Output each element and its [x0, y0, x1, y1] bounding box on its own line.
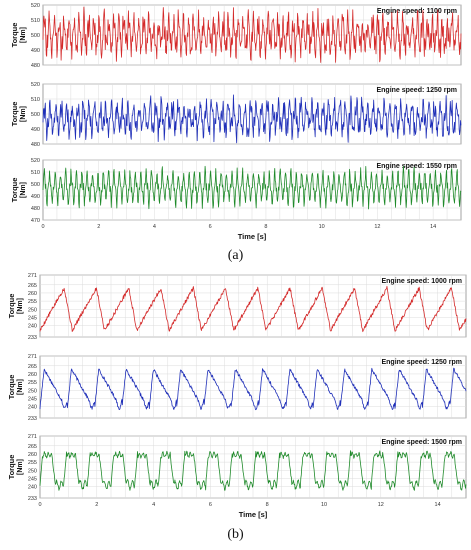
y-tick-label: 480	[31, 206, 40, 212]
series-line	[42, 6, 462, 63]
y-tick-label: 233	[28, 416, 37, 422]
y-tick-label: 245	[28, 476, 37, 482]
engine-speed-annotation: Engine speed: 1250 rpm	[381, 359, 462, 366]
x-tick-label: 10	[321, 502, 327, 508]
y-axis-label: Torque	[10, 178, 19, 203]
y-tick-label: 233	[28, 496, 37, 502]
x-tick-label: 4	[152, 502, 155, 508]
y-axis-label-unit: [Nm]	[20, 27, 27, 43]
y-tick-label: 250	[28, 388, 37, 394]
y-tick-label: 510	[31, 97, 40, 103]
y-tick-label: 500	[31, 33, 40, 39]
chart-panel-a2: 480 490 500 510 520 Torque [Nm] Engine speed: 1…	[10, 82, 462, 148]
y-tick-label: 240	[28, 324, 37, 330]
y-tick-label: 480	[31, 142, 40, 148]
y-tick-label: 265	[28, 364, 37, 370]
y-tick-label: 271	[28, 354, 37, 360]
y-axis-label: Torque	[7, 294, 16, 319]
x-tick-label: 2	[95, 502, 98, 508]
y-tick-label: 240	[28, 485, 37, 491]
series-line	[39, 285, 467, 333]
chart-panel-b3: 233 240 245 250 255 260 265 271 0 2 4 6 8 10 12 14 Time …	[7, 434, 467, 519]
y-axis-label-unit: [Nm]	[17, 298, 24, 314]
y-tick-label: 245	[28, 315, 37, 321]
x-tick-label: 14	[435, 502, 441, 508]
y-tick-label: 510	[31, 170, 40, 176]
engine-speed-annotation: Engine speed: 1000 rpm	[381, 278, 462, 285]
chart-panel-b2: 233 240 245 250 255 260 265 271 Torque [Nm] Engine…	[7, 354, 467, 422]
x-tick-label: 0	[41, 224, 44, 230]
y-tick-label: 520	[31, 158, 40, 164]
y-axis-label-unit: [Nm]	[20, 182, 27, 198]
caption-a: (a)	[227, 248, 244, 263]
y-tick-label: 490	[31, 48, 40, 54]
engine-speed-annotation: Engine speed: 1550 rpm	[376, 163, 457, 170]
series-line	[39, 450, 467, 491]
y-tick-label: 520	[31, 82, 40, 88]
x-tick-label: 6	[209, 502, 212, 508]
x-tick-label: 10	[319, 224, 325, 230]
y-tick-label: 490	[31, 194, 40, 200]
chart-panel-b1: 233 240 245 250 255 260 265 271 Torque [Nm] Engine…	[7, 273, 467, 341]
y-tick-label: 510	[31, 18, 40, 24]
x-tick-label: 4	[153, 224, 156, 230]
chart-panel-a3: 470 480 490 500 510 520 0 2 4 6 8 10 12 14 Time [s] Tor…	[10, 158, 462, 241]
x-tick-label: 8	[266, 502, 269, 508]
y-tick-label: 271	[28, 434, 37, 440]
x-tick-label: 12	[374, 224, 380, 230]
y-tick-label: 520	[31, 3, 40, 9]
series-line	[42, 165, 462, 210]
y-tick-label: 500	[31, 182, 40, 188]
y-tick-label: 240	[28, 405, 37, 411]
y-tick-label: 271	[28, 273, 37, 279]
y-tick-label: 255	[28, 380, 37, 386]
y-tick-label: 255	[28, 460, 37, 466]
y-tick-label: 260	[28, 452, 37, 458]
y-tick-label: 250	[28, 468, 37, 474]
x-tick-label: 14	[430, 224, 436, 230]
y-tick-label: 233	[28, 335, 37, 341]
caption-b: (b)	[227, 527, 244, 542]
y-tick-label: 500	[31, 112, 40, 118]
y-axis-label: Torque	[7, 375, 16, 400]
y-tick-label: 255	[28, 299, 37, 305]
y-axis-label-unit: [Nm]	[17, 379, 24, 395]
y-axis-label: Torque	[10, 23, 19, 48]
x-axis-label: Time [s]	[239, 510, 268, 519]
x-tick-label: 2	[97, 224, 100, 230]
y-tick-label: 490	[31, 127, 40, 133]
y-tick-label: 480	[31, 63, 40, 69]
y-axis-label: Torque	[10, 102, 19, 127]
y-axis-label-unit: [Nm]	[20, 106, 27, 122]
engine-speed-annotation: Engine speed: 1500 rpm	[381, 439, 462, 446]
series-line	[39, 367, 467, 411]
y-tick-label: 265	[28, 444, 37, 450]
series-line	[42, 94, 462, 144]
x-axis-label: Time [s]	[238, 232, 267, 241]
y-tick-label: 245	[28, 396, 37, 402]
engine-speed-annotation: Engine speed: 1250 rpm	[376, 87, 457, 94]
x-tick-label: 0	[38, 502, 41, 508]
y-tick-label: 250	[28, 307, 37, 313]
x-tick-label: 8	[264, 224, 267, 230]
x-tick-label: 12	[378, 502, 384, 508]
x-tick-label: 6	[209, 224, 212, 230]
y-axis-label: Torque	[7, 455, 16, 480]
y-tick-label: 260	[28, 372, 37, 378]
y-axis-label-unit: [Nm]	[17, 459, 24, 475]
y-tick-label: 470	[31, 218, 40, 224]
y-tick-label: 265	[28, 283, 37, 289]
y-tick-label: 260	[28, 291, 37, 297]
